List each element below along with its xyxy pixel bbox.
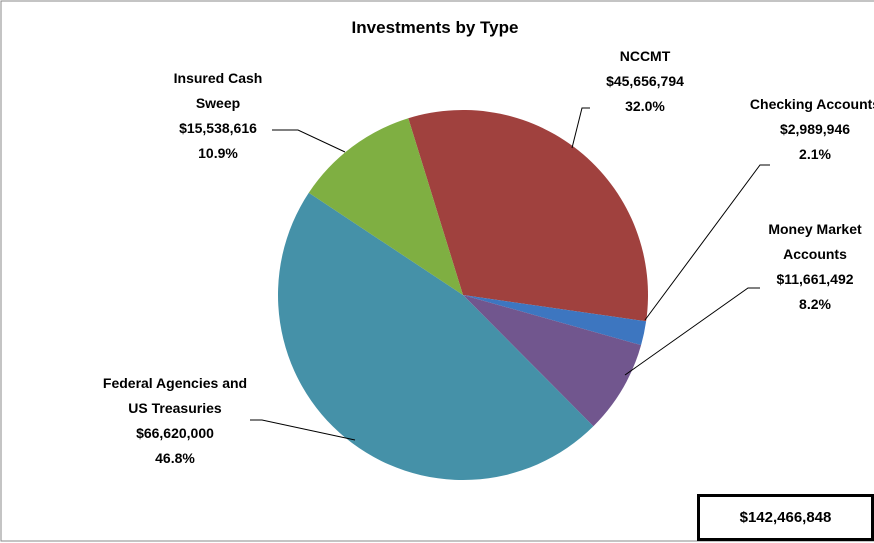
slice-label: NCCMT $45,656,794 32.0% <box>575 44 715 119</box>
leader-line <box>644 164 770 321</box>
total-box: $142,466,848 <box>697 494 874 541</box>
category-label: Money Market Accounts <box>768 221 862 262</box>
pie-slice <box>463 295 647 346</box>
slice-label: Checking Accounts $2,989,946 2.1% <box>740 92 874 167</box>
value-label: $15,538,616 <box>179 120 257 136</box>
category-label: Federal Agencies and US Treasuries <box>102 375 248 416</box>
slice-label: Money Market Accounts $11,661,492 8.2% <box>750 217 874 317</box>
percent-label: 8.2% <box>799 296 831 312</box>
leader-line <box>250 419 356 441</box>
category-label: Checking Accounts <box>749 96 874 112</box>
category-label: Insured Cash Sweep <box>173 70 263 111</box>
value-label: $2,989,946 <box>779 121 851 137</box>
percent-label: 10.9% <box>198 145 238 161</box>
pie-slice <box>408 110 649 322</box>
percent-label: 46.8% <box>155 450 195 466</box>
leader-line <box>272 129 346 153</box>
leader-line <box>624 287 760 376</box>
pie-slice <box>308 118 463 296</box>
category-label: NCCMT <box>619 48 671 64</box>
value-label: $45,656,794 <box>606 73 684 89</box>
percent-label: 2.1% <box>799 146 831 162</box>
value-label: $66,620,000 <box>136 425 214 441</box>
slice-label: Federal Agencies and US Treasuries $66,62… <box>95 371 255 471</box>
leader-line <box>571 107 590 149</box>
value-label: $11,661,492 <box>776 271 854 287</box>
pie-slice <box>277 192 594 481</box>
slice-label: Insured Cash Sweep $15,538,616 10.9% <box>158 66 278 166</box>
pie-slice <box>463 295 642 427</box>
percent-label: 32.0% <box>625 98 665 114</box>
chart-title: Investments by Type <box>351 18 519 37</box>
